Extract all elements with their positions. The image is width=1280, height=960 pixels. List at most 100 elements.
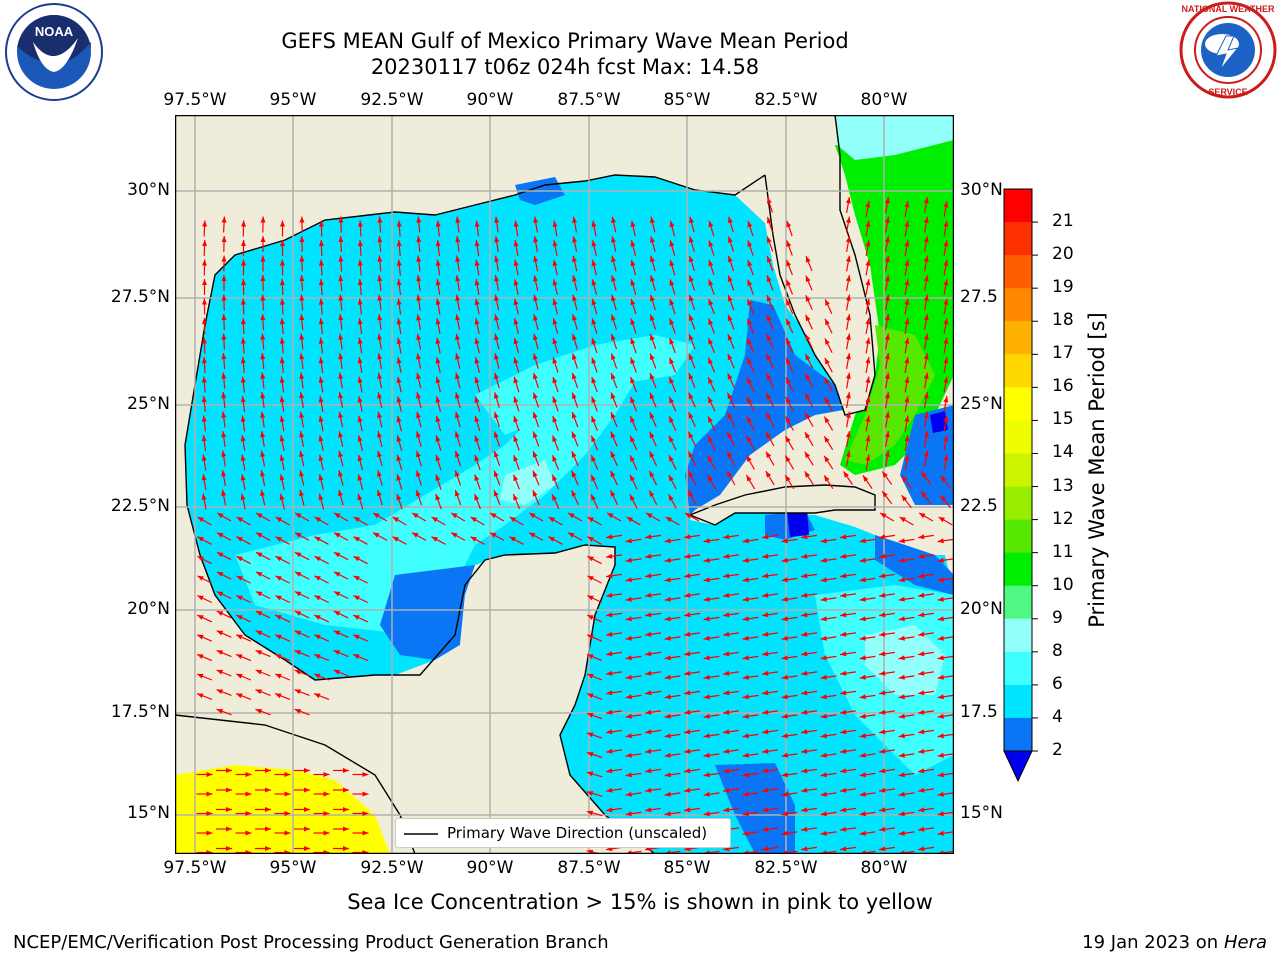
wave-arrow-head: [766, 314, 772, 322]
wave-arrow-head: [201, 357, 207, 364]
colorbar: [1003, 188, 1038, 783]
wave-arrow-head: [825, 299, 830, 306]
wave-arrow-head: [884, 294, 890, 301]
wave-arrow-head: [625, 655, 632, 661]
wave-arrow-head: [723, 690, 730, 696]
wave-arrow-head: [377, 216, 383, 223]
wave-arrow-head: [723, 729, 730, 735]
wave-arrow-head: [766, 373, 772, 380]
lon-tick-top: 90°W: [466, 90, 514, 110]
wave-arrow-head: [299, 392, 305, 399]
wave-arrow-head: [357, 259, 363, 266]
wave-arrow-head: [703, 635, 710, 641]
wave-arrow-head: [552, 494, 557, 501]
colorbar-segment: [1004, 486, 1032, 521]
wave-arrow-head: [669, 396, 674, 404]
wave-arrow-head: [781, 733, 788, 739]
wave-arrow-head: [645, 612, 652, 618]
wave-arrow-head: [552, 240, 558, 247]
wave-arrow-head: [937, 596, 944, 602]
wave-arrow-head: [201, 318, 207, 325]
wave-arrow-head: [611, 314, 616, 321]
wave-arrow-head: [435, 259, 441, 266]
wave-arrow-head: [591, 396, 597, 403]
wave-arrow-head: [236, 517, 243, 523]
wave-arrow-head: [728, 295, 733, 302]
lon-tick-bottom: 92.5°W: [360, 858, 424, 878]
wave-arrow-head: [786, 240, 792, 247]
wave-arrow-head: [786, 260, 792, 267]
wave-arrow-head: [884, 353, 890, 360]
wave-arrow-head: [943, 240, 949, 247]
lon-tick-bottom: 82.5°W: [754, 858, 818, 878]
wave-arrow-head: [918, 553, 925, 559]
wave-arrow-head: [533, 255, 539, 262]
wave-arrow-head: [294, 552, 302, 558]
wave-arrow-head: [552, 357, 558, 364]
wave-arrow-head: [474, 279, 480, 286]
wave-arrow-head: [201, 474, 207, 481]
wave-arrow-head: [396, 240, 402, 247]
wave-arrow-head: [240, 493, 246, 501]
wave-arrow-head: [781, 577, 788, 583]
colorbar-segment: [1004, 321, 1032, 355]
wave-arrow-head: [742, 538, 749, 544]
wave-arrow-head: [762, 729, 769, 735]
wave-arrow-head: [591, 220, 597, 228]
wave-arrow-head: [859, 616, 866, 622]
wave-arrow-head: [943, 259, 949, 266]
wave-arrow-head: [884, 372, 890, 379]
wave-arrow-head: [260, 333, 266, 340]
wave-arrow-head: [824, 338, 830, 345]
lon-tick-top: 85°W: [663, 90, 711, 110]
wave-arrow-head: [767, 216, 772, 224]
wave-arrow-head: [455, 470, 460, 477]
wave-arrow-head: [201, 493, 207, 500]
wave-arrow-head: [918, 787, 925, 793]
wave-arrow-head: [318, 493, 324, 501]
lon-tick-top: 82.5°W: [754, 90, 818, 110]
wave-arrow-head: [707, 455, 713, 462]
wave-arrow-head: [586, 752, 594, 757]
noaa-logo: NOAA: [5, 3, 103, 101]
wave-arrow-head: [513, 298, 519, 306]
wave-arrow-head: [275, 634, 282, 640]
wave-arrow-head: [668, 494, 674, 501]
wave-arrow-head: [865, 454, 871, 461]
lat-tick-right: 30°N: [960, 180, 1003, 200]
wave-arrow-head: [221, 275, 227, 281]
wave-arrow-head: [318, 279, 324, 286]
wave-arrow-head: [669, 220, 675, 228]
wave-arrow-head: [197, 634, 204, 640]
wave-arrow-head: [723, 709, 730, 715]
wave-arrow-head: [299, 236, 305, 243]
wave-arrow-head: [591, 377, 597, 384]
lon-tick-bottom: 97.5°W: [163, 858, 227, 878]
wave-arrow-head: [357, 240, 363, 247]
wave-arrow-head: [586, 732, 594, 738]
wave-arrow-head: [669, 377, 674, 384]
wave-arrow-head: [937, 733, 944, 739]
wave-arrow-head: [669, 318, 675, 325]
wave-arrow-head: [865, 337, 871, 344]
wave-arrow-head: [943, 376, 949, 383]
wave-arrow-head: [898, 635, 905, 641]
wave-arrow-head: [865, 376, 871, 383]
wave-arrow-head: [708, 220, 714, 228]
colorbar-tick-label: 12: [1052, 508, 1074, 529]
wave-arrow-head: [898, 596, 905, 602]
wave-arrow-head: [703, 538, 710, 544]
wave-arrow-head: [781, 772, 788, 778]
wave-arrow-head: [221, 450, 227, 457]
wave-arrow-head: [840, 709, 847, 715]
wave-arrow-head: [630, 377, 636, 384]
wave-arrow-head: [279, 454, 285, 461]
wave-arrow-head: [742, 713, 749, 719]
wave-arrow-head: [805, 314, 811, 322]
wave-arrow-head: [650, 334, 655, 341]
wave-arrow-head: [245, 772, 252, 777]
wave-arrow-head: [587, 654, 594, 659]
wave-arrow-head: [727, 314, 733, 322]
wave-arrow-head: [572, 372, 577, 380]
wave-arrow-head: [684, 573, 691, 579]
